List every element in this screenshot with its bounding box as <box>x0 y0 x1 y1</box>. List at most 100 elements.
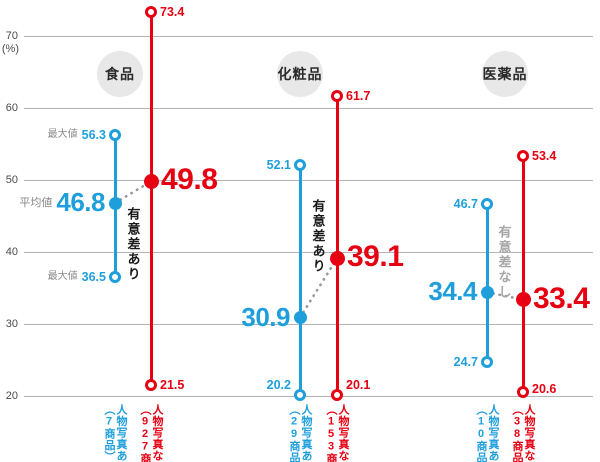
stat-value: 20.2 <box>266 377 291 392</box>
y-tick-label: 60 <box>5 102 18 114</box>
avg-marker <box>515 292 531 308</box>
avg-marker <box>293 311 307 325</box>
avg-marker <box>480 285 494 299</box>
range-line-without-photo <box>335 95 339 396</box>
avg-marker <box>108 196 122 210</box>
stat-value: 20.1 <box>346 378 371 393</box>
min-marker <box>517 385 529 398</box>
stat-value: 53.4 <box>532 148 557 163</box>
series-count-label: （927商品） <box>139 404 151 462</box>
max-marker <box>517 149 529 162</box>
max-value-label: 52.1 <box>266 157 291 172</box>
series-axis-label: 人物写真なし （38商品） <box>511 404 535 462</box>
gridline <box>24 323 593 325</box>
stat-name-label: 最大値 <box>47 270 78 282</box>
min-value-label: 20.6 <box>532 382 556 395</box>
stat-name-label: 平均値 <box>19 196 53 209</box>
y-tick-label: 50 <box>5 174 18 186</box>
min-value-label: 20.1 <box>346 379 370 392</box>
gridline <box>24 179 593 181</box>
min-value-label: 最大値 36.5 <box>48 271 106 284</box>
min-value-label: 24.7 <box>454 356 478 369</box>
series-count-label: （10商品） <box>475 404 487 462</box>
y-tick-label: 30 <box>5 318 18 330</box>
y-axis-unit-label: (%) <box>1 43 19 55</box>
avg-value-label: 39.1 <box>347 240 404 274</box>
stat-value: 52.1 <box>266 157 291 172</box>
significance-label: 有意差あり <box>125 207 141 282</box>
stat-value: 24.7 <box>453 354 478 369</box>
avg-value-label: 34.4 <box>428 278 477 304</box>
category-badge: 食品 <box>97 51 143 97</box>
stat-value: 39.1 <box>347 240 404 274</box>
series-name-label: 人物写真あり <box>487 404 499 462</box>
significance-label: 有意差あり <box>310 199 326 274</box>
avg-value-label: 49.8 <box>161 163 218 197</box>
avg-value-label: 33.4 <box>533 281 590 315</box>
y-tick-label: 20 <box>5 390 18 402</box>
min-marker <box>481 356 493 369</box>
max-marker <box>294 158 306 171</box>
range-line-without-photo <box>149 11 153 386</box>
series-axis-label: 人物写真なし （153商品） <box>325 404 349 462</box>
avg-connector-line <box>298 257 339 319</box>
series-count-label: （153商品） <box>325 404 337 462</box>
stat-value: 46.8 <box>56 186 105 217</box>
min-marker <box>145 379 157 392</box>
series-axis-label: 人物写真あり （10商品） <box>475 404 499 462</box>
series-axis-label: 人物写真あり （29商品） <box>288 404 312 462</box>
series-name-label: 人物写真なし <box>337 404 349 462</box>
series-name-label: 人物写真なし <box>523 404 535 462</box>
category-label: 医薬品 <box>482 66 528 82</box>
y-tick-label: 70 <box>5 30 18 42</box>
category-label: 食品 <box>105 66 135 82</box>
min-marker <box>109 271 121 284</box>
max-value-label: 61.7 <box>346 89 370 103</box>
avg-value-label: 30.9 <box>241 303 290 329</box>
category-label: 化粧品 <box>277 66 323 82</box>
stat-value: 46.7 <box>453 196 478 211</box>
stat-value: 20.6 <box>532 381 557 396</box>
range-line-without-photo <box>521 155 525 392</box>
avg-marker <box>143 173 159 189</box>
stat-value: 49.8 <box>161 163 218 197</box>
stat-value: 34.4 <box>428 276 477 307</box>
gridline <box>24 251 593 253</box>
max-value-label: 73.4 <box>160 5 184 18</box>
series-name-label: 人物写真あり <box>115 404 127 462</box>
min-value-label: 20.2 <box>267 378 291 391</box>
series-axis-label: 人物写真なし （927商品） <box>139 404 163 462</box>
max-marker <box>145 5 157 18</box>
max-value-label: 53.4 <box>532 149 556 162</box>
series-name-label: 人物写真あり <box>300 404 312 462</box>
max-marker <box>109 128 121 141</box>
category-badge: 化粧品 <box>277 51 323 97</box>
avg-marker <box>329 250 345 266</box>
category-badge: 医薬品 <box>482 51 528 97</box>
stat-name-label: 最大値 <box>47 128 78 140</box>
stat-value: 30.9 <box>241 301 290 332</box>
min-value-label: 21.5 <box>160 379 184 392</box>
gridline <box>24 35 593 37</box>
series-name-label: 人物写真なし <box>151 404 163 462</box>
stat-value: 56.3 <box>81 127 106 142</box>
gridline <box>24 395 593 397</box>
max-value-label: 46.7 <box>453 196 478 211</box>
series-axis-label: 人物写真あり （7商品） <box>103 404 127 462</box>
max-value-label: 最大値 56.3 <box>48 128 106 141</box>
gridline <box>24 107 593 109</box>
stat-value: 33.4 <box>533 281 590 315</box>
max-marker <box>331 89 343 102</box>
stat-value: 36.5 <box>81 269 106 284</box>
min-marker <box>294 388 306 401</box>
range-line-with-photo <box>298 164 302 395</box>
stat-value: 21.5 <box>160 377 185 392</box>
avg-value-label: 平均値 46.8 <box>19 189 105 215</box>
significance-label: 有意差なし <box>496 225 512 300</box>
range-line-with-photo <box>485 203 489 363</box>
max-marker <box>481 197 493 210</box>
stat-value: 73.4 <box>160 4 185 19</box>
min-marker <box>331 389 343 402</box>
series-count-label: （7商品） <box>103 404 115 462</box>
